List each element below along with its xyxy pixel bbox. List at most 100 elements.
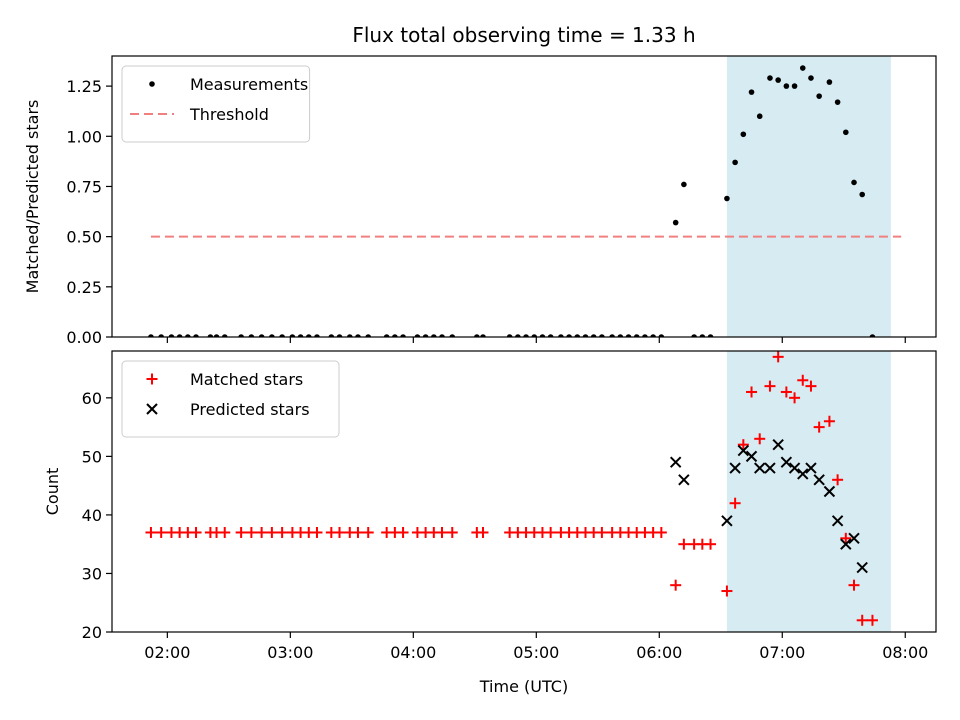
predicted-stars-point: [678, 474, 690, 486]
predicted-stars-point: [772, 438, 784, 451]
measurements-point: [566, 334, 572, 337]
matched-stars-point: [729, 497, 741, 509]
count-y-tick-label: 30: [82, 564, 102, 583]
ratio-y-tick-label: 0.75: [66, 177, 102, 196]
predicted-stars-point: [669, 456, 682, 468]
matched-stars-point: [266, 526, 278, 538]
matched-stars-point: [832, 474, 844, 486]
count-x-tick-label: 06:00: [636, 643, 682, 662]
measurements-point: [480, 334, 486, 337]
matched-stars-point: [789, 392, 801, 404]
measurements-point: [383, 334, 390, 337]
measurements-point: [799, 65, 806, 71]
ratio-plot-area: [148, 65, 902, 337]
measurements-point: [269, 334, 275, 337]
measurements-point: [297, 334, 304, 337]
matched-stars-point: [848, 579, 860, 591]
measurements-point: [808, 75, 814, 81]
measurements-point: [732, 159, 738, 166]
matched-stars-point: [823, 415, 835, 427]
predicted-stars-point: [797, 468, 809, 480]
measurements-point: [547, 334, 554, 337]
predicted-stars-point: [788, 462, 801, 474]
matched-stars-point: [797, 374, 809, 386]
matched-stars-point: [678, 538, 690, 550]
measurements-point: [658, 334, 665, 337]
measurements-point: [558, 334, 564, 337]
measurements-point: [633, 334, 640, 337]
matched-stars-point: [866, 614, 878, 626]
measurements-point: [724, 195, 730, 202]
ratio-y-tick-label: 0.50: [66, 228, 102, 247]
matched-stars-point: [655, 526, 667, 538]
measurements-point: [185, 334, 191, 337]
matched-stars-point: [352, 526, 364, 538]
matched-stars-point: [596, 526, 608, 538]
measurements-point: [699, 334, 706, 337]
measurements-point: [539, 334, 546, 337]
count-legend: Matched stars Predicted stars: [121, 360, 340, 438]
predicted-stars-point: [745, 450, 758, 463]
measurements-point: [523, 334, 529, 337]
predicted-stars-point: [813, 474, 825, 486]
matched-stars-point: [840, 532, 852, 544]
ratio-y-tick-label: 1.00: [66, 127, 102, 146]
ratio-y-tick-label: 0.00: [66, 328, 102, 347]
predicted-stars-point: [823, 485, 836, 498]
measurements-point: [176, 334, 183, 337]
matched-stars-point: [256, 526, 268, 538]
measurements-point: [431, 334, 437, 337]
measurements-point: [305, 334, 312, 337]
measurements-point: [775, 77, 781, 83]
predicted-stars-point: [856, 561, 868, 574]
predicted-stars-point: [840, 538, 852, 550]
measurements-point: [168, 334, 175, 337]
count-y-tick-label: 60: [82, 389, 102, 408]
measurements-point: [258, 334, 265, 337]
measurements-point: [221, 334, 228, 337]
chart-title: Flux total observing time = 1.33 h: [352, 23, 695, 47]
measurements-point: [599, 334, 605, 337]
matched-stars-point: [705, 538, 717, 550]
measurements-point: [515, 334, 521, 337]
ratio-legend-marker: [149, 81, 155, 87]
measurements-point: [439, 334, 445, 337]
measurements-point: [506, 334, 513, 337]
measurements-point: [826, 79, 833, 85]
measurements-point: [207, 334, 214, 337]
measurements-point: [531, 334, 538, 337]
matched-stars-point: [334, 526, 346, 538]
count-y-tick-label: 40: [82, 506, 102, 525]
matched-stars-point: [155, 526, 167, 538]
matched-stars-point: [670, 579, 682, 591]
measurements-point: [791, 83, 798, 89]
measurements-point: [158, 334, 164, 337]
matched-stars-point: [764, 380, 776, 392]
matched-stars-point: [754, 433, 766, 445]
measurements-point: [869, 334, 876, 337]
ratio-highlight-span: [726, 56, 891, 337]
measurements-point: [590, 334, 597, 337]
matched-stars-point: [190, 526, 202, 538]
ratio-panel: 0.00 0.25 0.50 0.75 1.00 1.25 Measurements Thre…: [66, 55, 937, 347]
measurements-point: [449, 334, 456, 337]
measurements-point: [650, 334, 656, 337]
matched-stars-point: [545, 526, 557, 538]
measurements-point: [625, 334, 632, 337]
count-legend-label: Predicted stars: [190, 400, 310, 419]
measurements-point: [617, 334, 624, 337]
measurements-point: [346, 334, 353, 337]
measurements-point: [213, 334, 220, 337]
ratio-axes-frame: [111, 55, 937, 338]
measurements-point: [414, 334, 421, 337]
matched-stars-point: [219, 526, 231, 538]
matched-stars-point: [737, 439, 749, 451]
predicted-stars-point: [848, 532, 860, 545]
predicted-stars-point: [754, 462, 766, 474]
measurements-point: [609, 334, 615, 337]
measurements-point: [328, 334, 335, 337]
count-y-axis-label: Count: [43, 468, 62, 516]
count-legend-marker: [146, 373, 158, 385]
measurements-point: [392, 334, 398, 337]
measurements-point: [843, 129, 849, 136]
